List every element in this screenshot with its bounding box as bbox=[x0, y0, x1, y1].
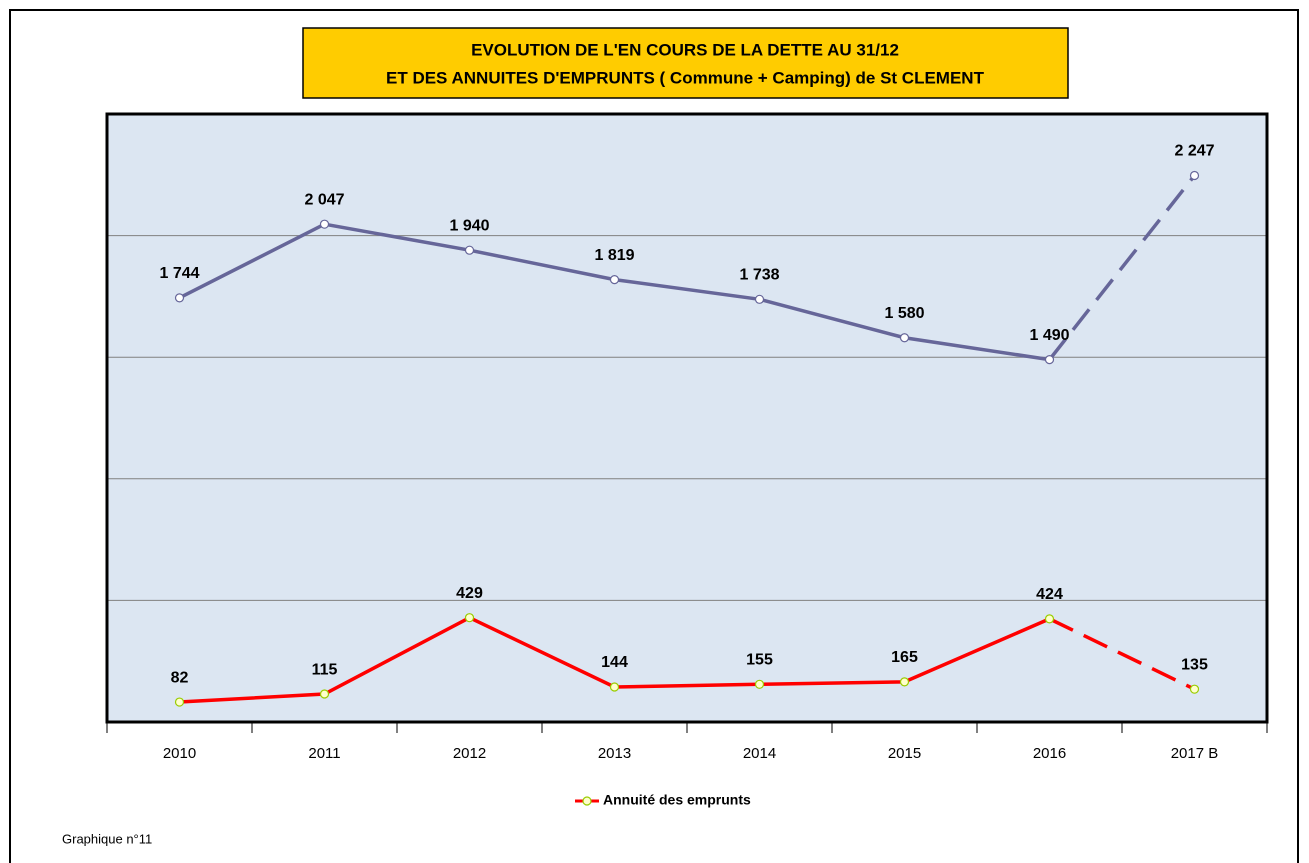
marker bbox=[174, 293, 185, 303]
footnote: Graphique n°11 bbox=[62, 831, 152, 846]
data-label: 82 bbox=[171, 669, 189, 686]
marker bbox=[899, 677, 910, 687]
data-label: 115 bbox=[312, 661, 338, 678]
marker bbox=[609, 275, 620, 285]
marker bbox=[1044, 355, 1055, 365]
data-label: 165 bbox=[891, 649, 918, 666]
x-tick-label: 2011 bbox=[308, 745, 340, 762]
data-label: 135 bbox=[1181, 656, 1208, 673]
x-tick-label: 2013 bbox=[598, 745, 631, 762]
marker bbox=[609, 682, 620, 692]
title-box bbox=[302, 27, 1069, 99]
marker bbox=[464, 613, 475, 623]
series-line bbox=[1048, 617, 1196, 691]
marker bbox=[464, 245, 475, 255]
marker bbox=[319, 689, 330, 699]
legend-label: Annuité des emprunts bbox=[603, 792, 751, 808]
data-label: 2 247 bbox=[1174, 143, 1214, 160]
chart-title: ET DES ANNUITES D'EMPRUNTS ( Commune + C… bbox=[386, 68, 985, 87]
marker bbox=[174, 697, 185, 707]
data-label: 155 bbox=[746, 652, 773, 669]
plot-area bbox=[107, 114, 1267, 722]
series-line bbox=[1048, 174, 1196, 361]
data-label: 1 744 bbox=[159, 265, 199, 282]
x-tick-label: 2016 bbox=[1033, 745, 1066, 762]
x-tick-label: 2014 bbox=[743, 745, 776, 762]
legend-marker bbox=[582, 796, 592, 806]
data-label: 1 819 bbox=[594, 247, 634, 264]
data-label: 1 940 bbox=[449, 217, 489, 234]
data-label: 1 490 bbox=[1029, 327, 1069, 344]
x-tick-label: 2012 bbox=[453, 745, 486, 762]
x-tick-label: 2017 B bbox=[1171, 745, 1219, 762]
marker bbox=[1189, 684, 1200, 694]
chart-title: EVOLUTION DE L'EN COURS DE LA DETTE AU 3… bbox=[471, 40, 899, 59]
data-label: 1 580 bbox=[884, 305, 924, 322]
data-label: 2 047 bbox=[304, 191, 344, 208]
marker bbox=[319, 219, 330, 229]
marker bbox=[1189, 170, 1200, 181]
x-tick-label: 2015 bbox=[888, 745, 921, 762]
marker bbox=[754, 679, 765, 689]
data-label: 144 bbox=[601, 654, 628, 671]
x-tick-label: 2010 bbox=[163, 745, 196, 762]
marker bbox=[899, 333, 910, 343]
marker bbox=[754, 294, 765, 304]
data-label: 424 bbox=[1036, 586, 1063, 603]
data-label: 429 bbox=[456, 585, 483, 602]
marker bbox=[1044, 614, 1055, 624]
data-label: 1 738 bbox=[739, 267, 779, 284]
